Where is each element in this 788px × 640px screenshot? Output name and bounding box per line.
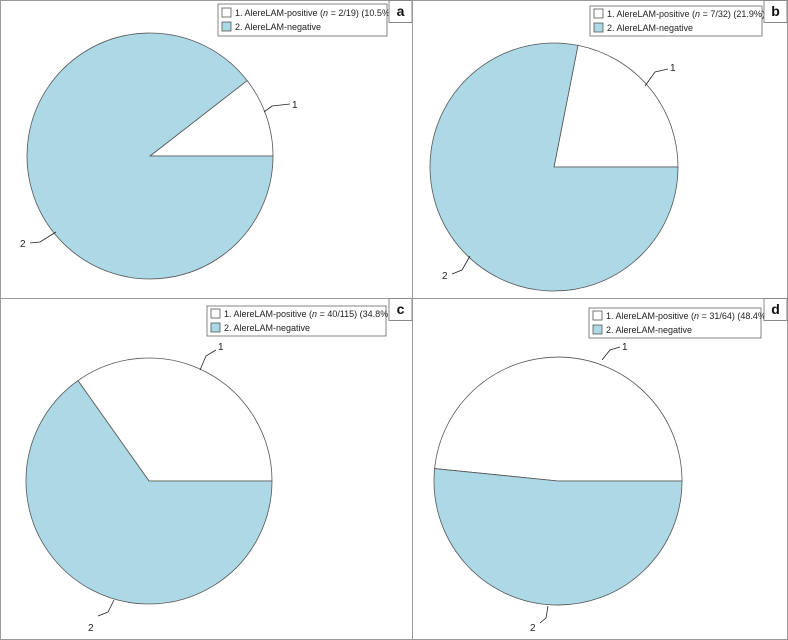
legend-item-positive: 1. AlereLAM-positive (n = 7/32) (21.9%) — [607, 9, 765, 19]
panel-letter-box — [763, 298, 788, 321]
legend-swatch-positive — [221, 7, 232, 18]
leader-line-2 — [451, 255, 471, 275]
panel-c: 1 2 1. AlereLAM-positive (n = 40/115) (3… — [0, 298, 413, 640]
legend-box — [589, 5, 763, 37]
legend-swatch-negative — [593, 22, 604, 33]
leader-line-2 — [97, 599, 115, 617]
pie-slice-negative — [26, 32, 274, 280]
legend-item-negative: 2. AlereLAM-negative — [235, 22, 321, 32]
legend-item-negative: 2. AlereLAM-negative — [606, 325, 692, 335]
pie-slice-positive — [434, 356, 683, 482]
legend-item-positive: 1. AlereLAM-positive (n = 40/115) (34.8%… — [224, 309, 391, 319]
legend-swatch-positive — [592, 310, 603, 321]
pie-slice-negative — [429, 42, 679, 292]
legend-box — [206, 305, 387, 337]
slice-label-1: 1 — [218, 342, 224, 353]
slice-label-2: 2 — [20, 239, 26, 250]
slice-label-2: 2 — [88, 623, 94, 634]
slice-label-1: 1 — [292, 100, 298, 111]
leader-line-1 — [263, 103, 291, 113]
panel-letter: c — [397, 301, 405, 317]
slice-label-1: 1 — [622, 342, 628, 353]
panel-a: 1 2 1. AlereLAM-positive (n = 2/19) (10.… — [0, 0, 413, 299]
legend-swatch-negative — [592, 324, 603, 335]
legend-item-positive: 1. AlereLAM-positive (n = 2/19) (10.5%) — [235, 8, 393, 18]
panel-letter-box — [763, 0, 788, 23]
legend-box — [588, 307, 762, 339]
legend-box — [217, 3, 388, 37]
pie-slice-positive — [77, 357, 273, 482]
legend-item-positive: 1. AlereLAM-positive (n = 31/64) (48.4%) — [606, 311, 769, 321]
leader-line-2 — [539, 605, 549, 624]
legend-swatch-positive — [593, 8, 604, 19]
leader-line-1 — [199, 349, 217, 371]
pie-slice-negative — [433, 468, 683, 606]
leader-line-2 — [29, 231, 57, 244]
pie-slice-positive — [553, 44, 679, 168]
legend-swatch-negative — [221, 21, 232, 32]
legend-swatch-negative — [210, 322, 221, 333]
pie-slice-negative — [25, 380, 273, 605]
slice-label-1: 1 — [670, 63, 676, 74]
panel-letter: d — [771, 301, 780, 317]
legend-item-negative: 2. AlereLAM-negative — [607, 23, 693, 33]
pie-slice-positive — [148, 80, 274, 157]
slice-label-2: 2 — [530, 623, 536, 634]
slice-label-2: 2 — [442, 271, 448, 282]
panel-letter: a — [397, 3, 405, 19]
leader-line-1 — [601, 346, 621, 361]
leader-line-1 — [644, 68, 669, 87]
panel-b: 1 2 1. AlereLAM-positive (n = 7/32) (21.… — [412, 0, 788, 299]
legend-item-negative: 2. AlereLAM-negative — [224, 323, 310, 333]
panel-d: 1 2 1. AlereLAM-positive (n = 31/64) (48… — [412, 298, 788, 640]
legend-swatch-positive — [210, 308, 221, 319]
panel-letter: b — [771, 3, 780, 19]
